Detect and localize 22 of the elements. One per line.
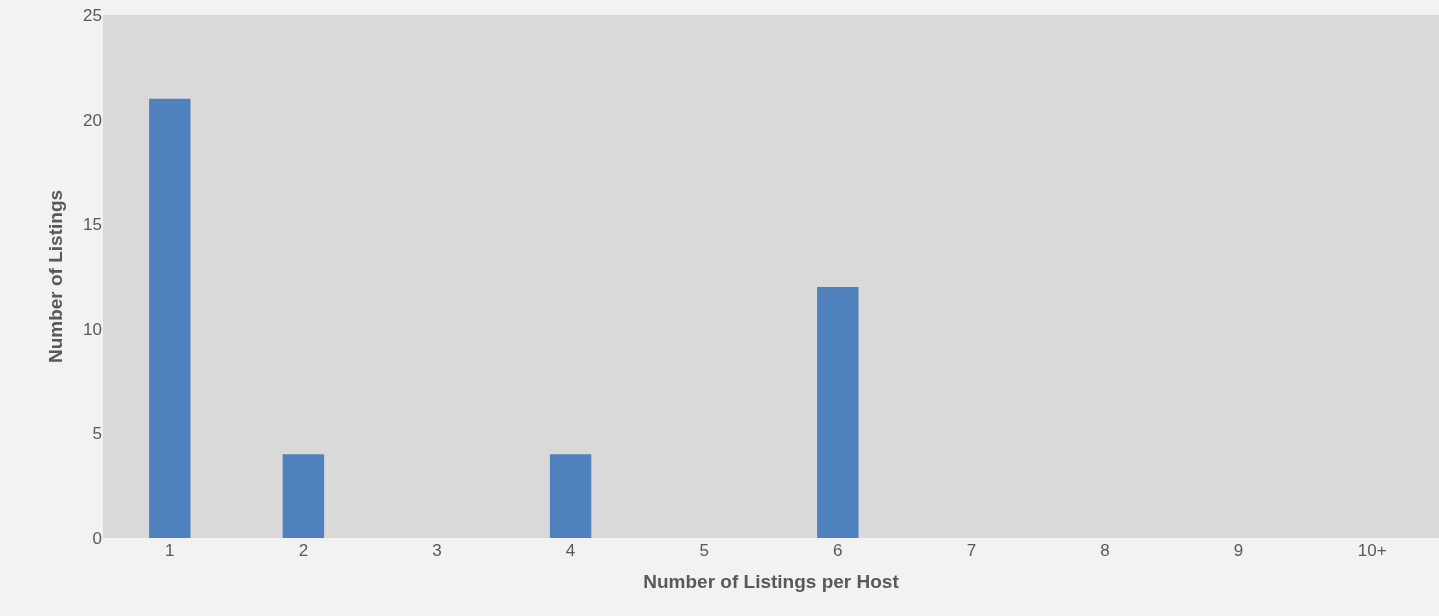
x-tick-label: 3	[432, 541, 442, 560]
y-tick-label: 10	[83, 319, 102, 339]
x-tick-label: 5	[699, 541, 709, 560]
y-tick-label: 20	[83, 110, 102, 130]
x-tick-label: 7	[966, 541, 977, 560]
bar	[282, 454, 325, 538]
bar	[149, 98, 191, 538]
y-tick-label: 15	[83, 215, 102, 235]
x-tick-label: 2	[298, 541, 309, 560]
y-tick-label: 0	[92, 528, 102, 548]
y-tick-label: 25	[83, 5, 102, 25]
x-tick-label: 8	[1100, 541, 1110, 560]
y-tick-label: 5	[92, 424, 102, 444]
x-tick-label: 9	[1233, 541, 1244, 560]
bar	[549, 454, 592, 538]
x-axis-title: Number of Listings per Host	[643, 570, 900, 592]
bar	[817, 286, 859, 538]
x-tick-label: 4	[565, 541, 576, 560]
x-tick-label: 6	[833, 541, 843, 560]
x-tick-label: 1	[165, 541, 175, 560]
y-axis-title: Number of Listings	[44, 189, 66, 364]
x-tick-label: 10+	[1357, 541, 1387, 560]
